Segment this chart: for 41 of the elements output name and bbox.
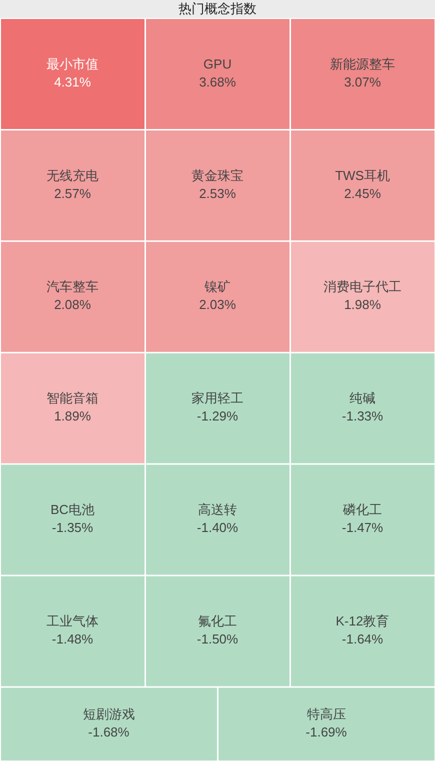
category-label: 氟化工 bbox=[198, 614, 237, 629]
data-label: 1.98% bbox=[344, 297, 382, 312]
data-label: 3.07% bbox=[344, 74, 382, 90]
data-label: -1.48% bbox=[52, 632, 94, 647]
data-label: 2.53% bbox=[199, 186, 236, 201]
data-label: 1.89% bbox=[54, 408, 92, 424]
category-label: 高送转 bbox=[198, 502, 237, 518]
category-label: K-12教育 bbox=[336, 614, 390, 629]
category-label: 磷化工 bbox=[342, 502, 382, 518]
data-label: -1.35% bbox=[52, 520, 94, 536]
data-label: -1.50% bbox=[196, 632, 239, 647]
data-label: -1.64% bbox=[342, 632, 384, 647]
data-label: -1.68% bbox=[88, 724, 130, 740]
data-label: -1.47% bbox=[342, 520, 384, 536]
category-label: 工业气体 bbox=[46, 614, 98, 629]
category-label: 短剧游戏 bbox=[82, 706, 135, 722]
category-label: 智能音箱 bbox=[46, 390, 98, 406]
category-label: 纯碱 bbox=[350, 390, 376, 406]
data-label: 3.68% bbox=[199, 74, 236, 90]
category-label: 镍矿 bbox=[204, 279, 230, 294]
category-label: 消费电子代工 bbox=[324, 279, 402, 294]
data-label: -1.29% bbox=[196, 408, 239, 424]
data-label: -1.33% bbox=[342, 408, 384, 424]
category-label: 黄金珠宝 bbox=[192, 168, 244, 183]
category-label: BC电池 bbox=[50, 502, 95, 518]
data-label: 2.57% bbox=[54, 186, 92, 201]
category-label: 汽车整车 bbox=[46, 279, 98, 294]
data-label: 2.08% bbox=[54, 297, 92, 312]
data-label: -1.40% bbox=[196, 520, 239, 536]
data-label: 2.45% bbox=[344, 186, 382, 201]
category-label: GPU bbox=[203, 56, 232, 72]
category-label: 新能源整车 bbox=[330, 56, 395, 72]
data-label: -1.69% bbox=[306, 724, 348, 740]
text: 热门概念指数 bbox=[178, 1, 256, 16]
category-label: 最小市值 bbox=[46, 56, 98, 72]
data-label: 2.03% bbox=[199, 297, 236, 312]
category-label: 无线充电 bbox=[46, 168, 98, 183]
category-label: TWS耳机 bbox=[335, 168, 390, 183]
category-label: 家用轻工 bbox=[192, 390, 244, 406]
data-label: 4.31% bbox=[54, 74, 92, 90]
category-label: 特高压 bbox=[306, 706, 346, 722]
